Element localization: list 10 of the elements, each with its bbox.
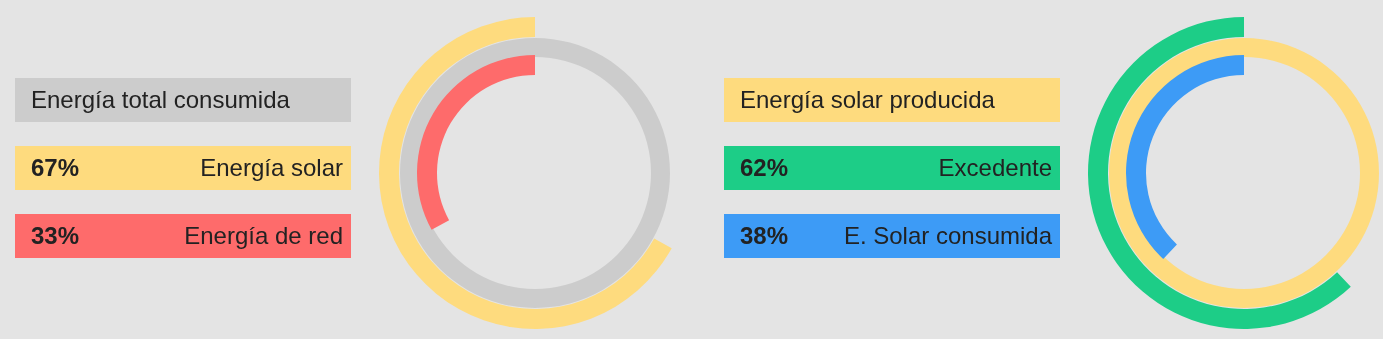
data-label: 67% [31,154,80,182]
category-label: Energía solar [200,154,343,182]
category-label: Excedente [938,154,1052,182]
category-label: Energía de red [184,222,343,250]
category-label: Energía solar producida [740,86,995,114]
category-label: Energía total consumida [31,86,290,114]
data-label: 33% [31,222,80,250]
data-label: 62% [740,154,789,182]
data-label: 38% [740,222,789,250]
category-label: E. Solar consumida [843,222,1052,250]
